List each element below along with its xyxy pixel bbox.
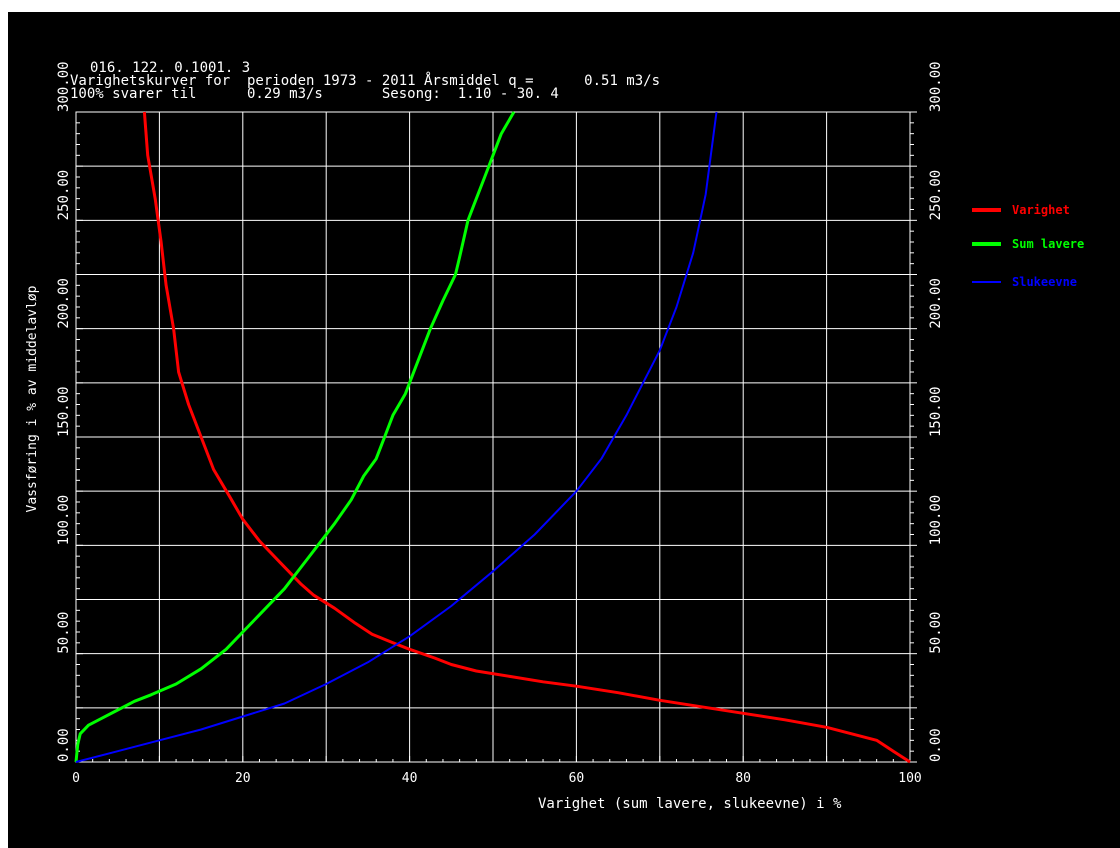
legend-label-sum-lavere: Sum lavere — [1012, 237, 1084, 251]
chart-background — [8, 12, 1120, 848]
chart-frame: 016. 122. 0.1001. 3 Varighetskurver for … — [8, 12, 1120, 848]
plot-area: 0 20 40 60 80 100 0.00 0.00 50.00 50.00 100.00 100.… — [56, 61, 944, 786]
chart-svg: 016. 122. 0.1001. 3 Varighetskurver for … — [8, 12, 1120, 848]
y-tick-label-left: 200.00 — [56, 278, 72, 329]
x-tick-label: 100 — [898, 771, 921, 786]
y-tick-label-left: 300.00 — [56, 61, 72, 112]
y-tick-label-right: 300.00 — [928, 61, 944, 112]
legend-label-varighet: Varighet — [1012, 203, 1070, 217]
x-tick-label: 60 — [569, 771, 585, 786]
y-tick-label-left: 50.00 — [56, 612, 72, 654]
x-axis-label: Varighet (sum lavere, slukeevne) i % — [538, 796, 842, 812]
header-line3: 100% svarer til 0.29 m3/s Sesong: 1.10 -… — [70, 86, 559, 102]
y-tick-label-right: 0.00 — [928, 728, 944, 762]
y-tick-label-right: 100.00 — [928, 495, 944, 546]
series-line-sum-lavere — [74, 111, 516, 763]
y-tick-label-left: 250.00 — [56, 170, 72, 221]
y-tick-label-left: 0.00 — [56, 728, 72, 762]
x-tick-label: 20 — [235, 771, 251, 786]
y-tick-label-left: 100.00 — [56, 495, 72, 546]
y-tick-label-right: 250.00 — [928, 170, 944, 221]
series-line-slukeevne — [75, 111, 718, 763]
legend: Varighet Sum lavere Slukeevne — [972, 203, 1084, 289]
y-tick-label-left: 150.00 — [56, 386, 72, 437]
legend-label-slukeevne: Slukeevne — [1012, 275, 1077, 289]
header-line2: Varighetskurver for perioden 1973 - 2011… — [70, 72, 660, 89]
y-tick-label-right: 150.00 — [928, 386, 944, 437]
x-tick-label: 40 — [402, 771, 418, 786]
y-tick-label-right: 200.00 — [928, 278, 944, 329]
y-tick-label-right: 50.00 — [928, 612, 944, 654]
series-line-varighet — [142, 111, 911, 764]
x-tick-label: 0 — [72, 771, 80, 786]
header-line1: 016. 122. 0.1001. 3 — [90, 60, 250, 76]
x-tick-label: 80 — [735, 771, 751, 786]
y-axis-label: Vassføring i % av middelavløp — [25, 285, 40, 512]
